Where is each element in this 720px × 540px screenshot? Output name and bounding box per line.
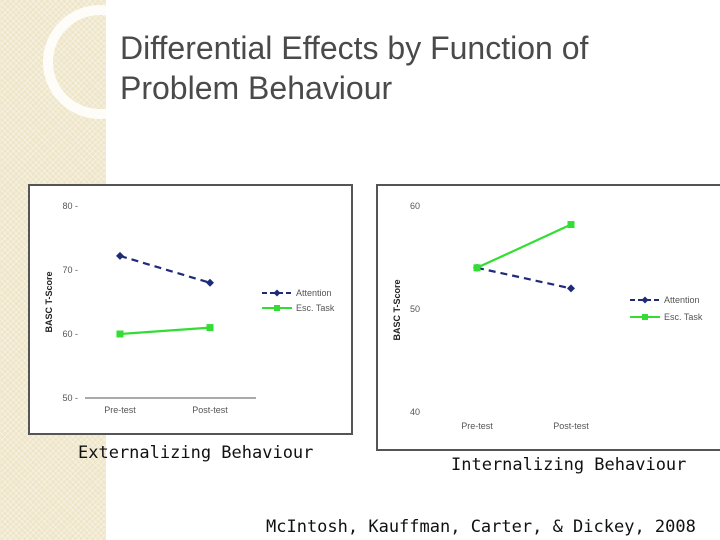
x-category-label: Pre-test [461, 421, 493, 431]
legend-marker-attention [273, 289, 281, 297]
y-tick-label: 50 - [62, 393, 78, 403]
y-tick-label: 60 - [62, 329, 78, 339]
y-tick-label: 80 - [62, 201, 78, 211]
legend-label: Attention [664, 295, 700, 305]
slide-title: Differential Effects by Function of Prob… [120, 28, 700, 108]
legend-label: Attention [296, 288, 332, 298]
citation: McIntosh, Kauffman, Carter, & Dickey, 20… [266, 517, 696, 537]
data-point-esc-task [473, 264, 481, 272]
data-point-attention [116, 251, 124, 260]
y-tick-label: 70 - [62, 265, 78, 275]
series-line-esc-task [476, 223, 572, 269]
slide-title-line1: Differential Effects by Function of [120, 30, 589, 66]
y-axis-label: BASC T-Score [392, 279, 402, 340]
y-tick-label: 40 [410, 407, 420, 417]
legend-marker-esc-task [274, 305, 280, 311]
data-point-attention [567, 284, 575, 293]
data-point-attention [206, 278, 214, 287]
legend-label: Esc. Task [664, 312, 703, 322]
series-line-attention [476, 266, 572, 290]
internalizing-caption: Internalizing Behaviour [451, 455, 687, 475]
legend-marker-attention [641, 296, 649, 304]
data-point-esc-task [206, 324, 214, 332]
legend-marker-esc-task [642, 314, 648, 320]
externalizing-caption: Externalizing Behaviour [78, 443, 314, 463]
x-category-label: Pre-test [104, 405, 136, 415]
internalizing-chart-svg: 40 50 60 BASC T-Score Pre-test Post-test Atten… [392, 201, 703, 431]
data-point-esc-task [116, 330, 124, 338]
y-tick-label: 50 [410, 304, 420, 314]
data-point-esc-task [567, 221, 575, 229]
y-tick-label: 60 [410, 201, 420, 211]
slide-title-line2: Problem Behaviour [120, 70, 393, 106]
x-category-label: Post-test [553, 421, 589, 431]
legend-label: Esc. Task [296, 303, 335, 313]
x-category-label: Post-test [192, 405, 228, 415]
series-line-esc-task [119, 326, 211, 336]
y-axis-label: BASC T-Score [44, 271, 54, 332]
externalizing-chart-svg: 50 - 60 - 70 - 80 - BASC T-Score Pre-test Post… [44, 201, 335, 415]
series-line-attention [119, 254, 211, 284]
externalizing-chart: 50 - 60 - 70 - 80 - BASC T-Score Pre-test Post… [28, 184, 353, 435]
internalizing-chart: 40 50 60 BASC T-Score Pre-test Post-test Atten… [376, 184, 720, 451]
